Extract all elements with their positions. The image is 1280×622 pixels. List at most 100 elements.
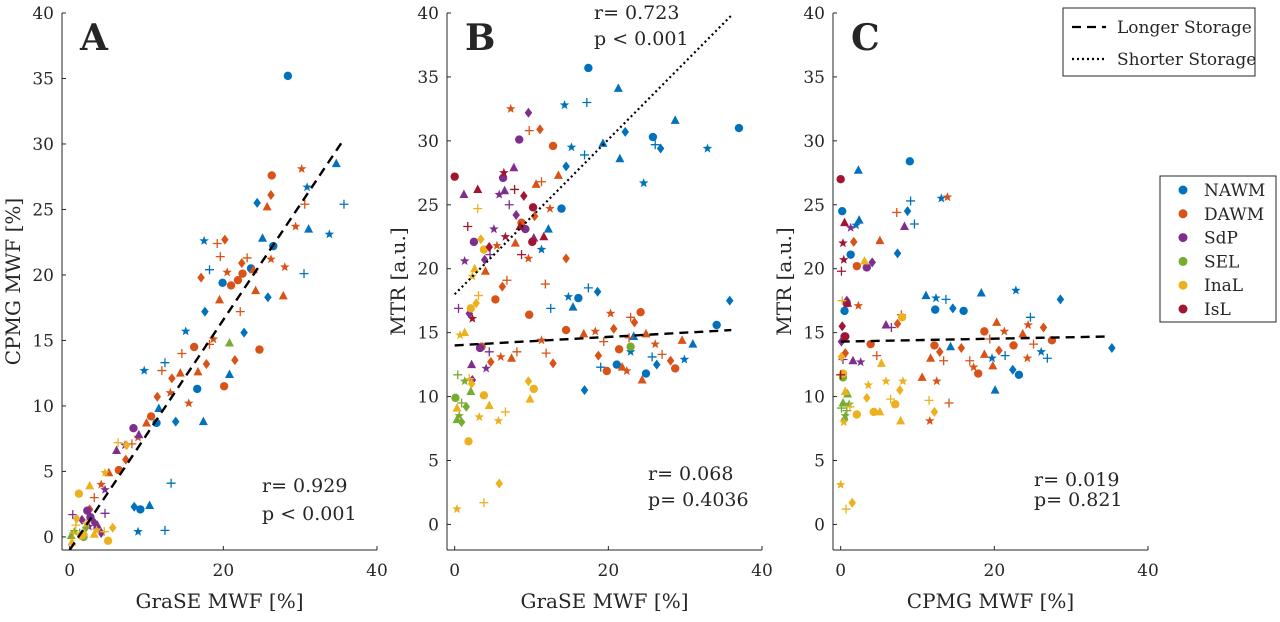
- point-nawm: [702, 143, 713, 153]
- point-inal: [89, 529, 99, 538]
- point-inal: [896, 385, 904, 396]
- point-sdp: [494, 189, 504, 199]
- point-dawm: [999, 326, 1010, 336]
- y-tick-label: 20: [32, 266, 54, 286]
- point-nawm: [339, 199, 349, 209]
- point-nawm: [1000, 351, 1010, 361]
- point-nawm: [258, 233, 268, 242]
- point-dawm: [300, 199, 310, 209]
- point-inal: [103, 536, 113, 546]
- point-nawm: [838, 206, 847, 216]
- point-inal: [470, 263, 480, 273]
- point-inal: [860, 256, 869, 265]
- point-dawm: [238, 258, 246, 269]
- point-inal: [472, 298, 480, 309]
- stat-p: p= 0.821: [1034, 489, 1123, 511]
- point-inal: [839, 417, 849, 427]
- legend-marker-dawm: [1178, 209, 1188, 219]
- fit-line-longer-storage: [454, 328, 732, 347]
- point-dawm: [849, 236, 858, 247]
- point-nawm: [946, 341, 956, 351]
- point-nawm: [652, 359, 661, 370]
- x-axis-label: GraSE MWF [%]: [521, 589, 689, 613]
- point-sdp: [515, 135, 524, 144]
- point-dawm: [853, 300, 864, 310]
- point-dawm: [541, 348, 551, 358]
- chart-panel-b: 0 5 10 15 20 25 30 35 40 0 20 40 GraSE MWF [%] MTR [a…: [386, 2, 773, 613]
- point-inal: [875, 406, 885, 416]
- point-dawm: [267, 190, 275, 201]
- point-dawm: [153, 391, 162, 402]
- point-dawm: [189, 342, 199, 352]
- stat-r: r= 0.929: [262, 475, 347, 497]
- point-isl: [528, 203, 538, 212]
- point-nawm: [1056, 294, 1065, 305]
- point-nawm: [936, 193, 947, 203]
- point-nawm: [1042, 353, 1052, 363]
- point-inal: [122, 440, 131, 451]
- point-dawm: [242, 253, 252, 263]
- point-inal: [479, 498, 489, 508]
- point-sdp: [68, 510, 78, 520]
- point-nawm: [1011, 285, 1021, 295]
- panel-letter: B: [465, 17, 495, 59]
- point-dawm: [641, 328, 651, 338]
- legend-marker-inal: [1178, 280, 1188, 290]
- legend-group-label: NAWM: [1204, 181, 1265, 201]
- point-nawm: [846, 250, 855, 259]
- point-dawm: [968, 362, 979, 372]
- legend-group-label: InaL: [1204, 276, 1243, 296]
- legend-storage-box: [1062, 7, 1256, 77]
- point-nawm: [302, 182, 312, 192]
- x-tick-label: 40: [1137, 561, 1159, 581]
- point-isl: [843, 298, 853, 307]
- point-nawm: [853, 165, 863, 174]
- point-nawm: [906, 196, 916, 206]
- point-dawm: [233, 275, 243, 285]
- point-dawm: [231, 355, 239, 366]
- stat-p: p < 0.001: [262, 503, 357, 525]
- point-nawm: [139, 365, 149, 375]
- point-dawm: [553, 170, 563, 179]
- point-nawm: [921, 290, 931, 300]
- point-dawm: [942, 192, 953, 202]
- point-dawm: [605, 308, 616, 318]
- point-dawm: [506, 103, 516, 113]
- point-dawm: [932, 376, 942, 386]
- point-nawm: [283, 71, 293, 81]
- point-dawm: [251, 285, 261, 295]
- point-inal: [891, 400, 900, 409]
- point-dawm: [219, 382, 229, 391]
- point-inal: [85, 480, 95, 490]
- point-sdp: [467, 359, 477, 369]
- point-nawm: [130, 501, 138, 512]
- point-dawm: [614, 345, 624, 354]
- point-dawm: [624, 333, 634, 343]
- point-isl: [836, 266, 846, 276]
- point-sdp: [498, 173, 508, 183]
- point-isl: [510, 184, 520, 194]
- point-inal: [100, 467, 110, 477]
- point-nawm: [598, 138, 608, 147]
- legend-line-label: Shorter Storage: [1117, 50, 1256, 70]
- point-nawm: [840, 306, 849, 316]
- point-dawm: [262, 201, 272, 211]
- point-dawm: [215, 252, 225, 262]
- point-dawm: [502, 275, 512, 285]
- point-sdp: [481, 363, 491, 373]
- point-dawm: [536, 335, 547, 345]
- point-sel: [457, 417, 466, 428]
- point-nawm: [304, 224, 314, 233]
- point-dawm: [525, 310, 534, 319]
- point-dawm: [548, 141, 558, 151]
- x-axis-label: GraSE MWF [%]: [136, 589, 304, 613]
- legend-groups-box: [1159, 175, 1277, 323]
- point-inal: [464, 437, 473, 446]
- point-nawm: [734, 123, 744, 133]
- point-dawm: [930, 341, 939, 350]
- point-dawm: [852, 261, 862, 271]
- point-isl: [499, 167, 509, 177]
- point-dawm: [1029, 339, 1039, 349]
